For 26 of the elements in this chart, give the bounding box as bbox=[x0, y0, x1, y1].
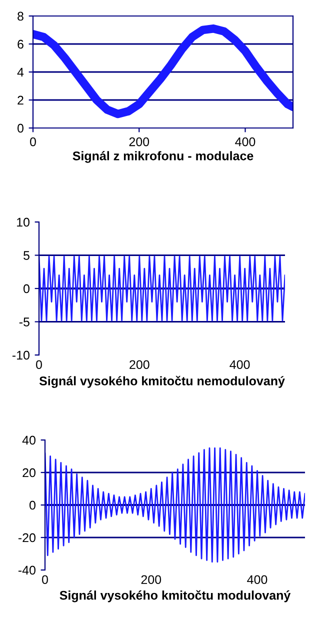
y-tick-label: -40 bbox=[18, 566, 36, 575]
x-tick-label: 400 bbox=[230, 360, 250, 370]
y-tick-label: 2 bbox=[18, 96, 24, 105]
text: Signál z mikrofonu - modulace bbox=[72, 151, 254, 163]
y-tick-label: 8 bbox=[18, 12, 24, 21]
y-tick-label: 20 bbox=[22, 468, 36, 478]
y-tick-label: 0 bbox=[18, 124, 24, 133]
x-tick-label: 200 bbox=[141, 575, 162, 584]
x-tick-label: 200 bbox=[129, 137, 150, 146]
x-tick-label: 0 bbox=[36, 360, 42, 370]
y-tick-label: 6 bbox=[18, 40, 24, 49]
y-tick-label: -5 bbox=[19, 318, 30, 326]
x-tick-label: 400 bbox=[235, 137, 256, 146]
y-tick-label: 10 bbox=[17, 218, 30, 227]
text: Signál vysokého kmitočtu modulovaný bbox=[60, 590, 291, 602]
x-tick-label: 400 bbox=[247, 575, 268, 584]
y-tick-label: -10 bbox=[12, 350, 30, 360]
text: Signál vysokého kmitočtu nemodulovaný bbox=[39, 376, 285, 388]
x-tick-label: 200 bbox=[130, 360, 150, 370]
y-tick-label: 0 bbox=[24, 284, 30, 294]
x-tick-label: 0 bbox=[42, 575, 48, 584]
y-tick-label: -20 bbox=[18, 533, 36, 542]
y-tick-label: 40 bbox=[22, 436, 36, 445]
y-tick-label: 0 bbox=[30, 500, 36, 510]
y-tick-label: 5 bbox=[24, 251, 30, 260]
y-tick-label: 4 bbox=[17, 68, 24, 77]
